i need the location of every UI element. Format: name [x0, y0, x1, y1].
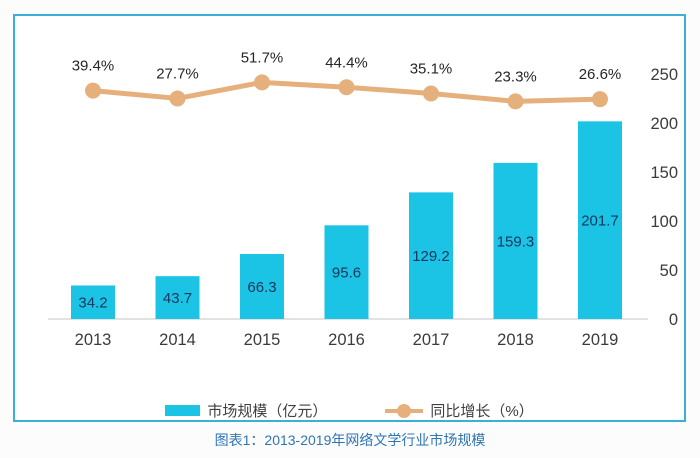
bar-value-label-2013: 34.2	[78, 295, 107, 312]
bar-series-swatch-icon	[165, 405, 201, 416]
bar-value-label-2019: 201.7	[581, 213, 619, 230]
x-tick-label-2019: 2019	[582, 331, 619, 349]
bar-2014	[155, 276, 200, 319]
y-tick-label-0: 0	[669, 311, 678, 329]
bar-2015	[240, 254, 284, 319]
bar-2016	[324, 225, 369, 319]
line-marker-2018	[507, 93, 524, 110]
x-tick-label-2017: 2017	[413, 331, 450, 349]
x-tick-label-2014: 2014	[159, 331, 196, 349]
line-marker-2015	[254, 74, 270, 91]
legend-item-market-size: 市场规模（亿元）	[165, 400, 327, 421]
bar-2019	[578, 121, 622, 319]
chart-caption: 图表1：2013-2019年网络文学行业市场规模	[214, 432, 486, 448]
pct-label-2019: 26.6%	[579, 66, 622, 83]
line-marker-2019	[592, 91, 608, 108]
line-marker-2017	[423, 85, 439, 102]
pct-label-2018: 23.3%	[494, 68, 537, 85]
bar-value-label-2017: 129.2	[412, 248, 450, 265]
legend-item-yoy-growth: 同比增长（%）	[385, 400, 534, 421]
y-tick-label-50: 50	[660, 262, 678, 280]
bar-2013	[71, 285, 115, 319]
y-tick-label-150: 150	[650, 164, 678, 182]
x-tick-label-2018: 2018	[497, 331, 534, 349]
pct-label-2015: 51.7%	[241, 49, 284, 66]
y-tick-label-250: 250	[650, 66, 678, 84]
line-marker-2016	[338, 79, 355, 96]
chart-legend: 市场规模（亿元） 同比增长（%）	[15, 400, 684, 421]
pct-label-2016: 44.4%	[325, 54, 368, 71]
bar-value-label-2016: 95.6	[332, 265, 361, 282]
bar-value-label-2014: 43.7	[163, 290, 192, 307]
bar-2018	[493, 162, 538, 319]
legend-label-yoy-growth: 同比增长（%）	[430, 403, 534, 420]
pct-label-2014: 27.7%	[156, 65, 199, 82]
line-marker-2013	[85, 82, 101, 99]
bar-value-label-2015: 66.3	[247, 279, 276, 296]
line-series-swatch-icon	[385, 403, 424, 418]
y-tick-label-100: 100	[650, 213, 678, 231]
pct-label-2017: 35.1%	[410, 60, 453, 77]
x-tick-label-2016: 2016	[328, 331, 365, 349]
y-tick-label-200: 200	[650, 115, 678, 133]
legend-label-market-size: 市场规模（亿元）	[207, 403, 328, 420]
line-marker-2014	[169, 90, 186, 107]
bar-value-label-2018: 159.3	[497, 233, 535, 250]
x-tick-label-2013: 2013	[75, 331, 112, 349]
bar-2017	[409, 192, 453, 319]
x-tick-label-2015: 2015	[244, 331, 281, 349]
pct-label-2013: 39.4%	[72, 58, 115, 75]
